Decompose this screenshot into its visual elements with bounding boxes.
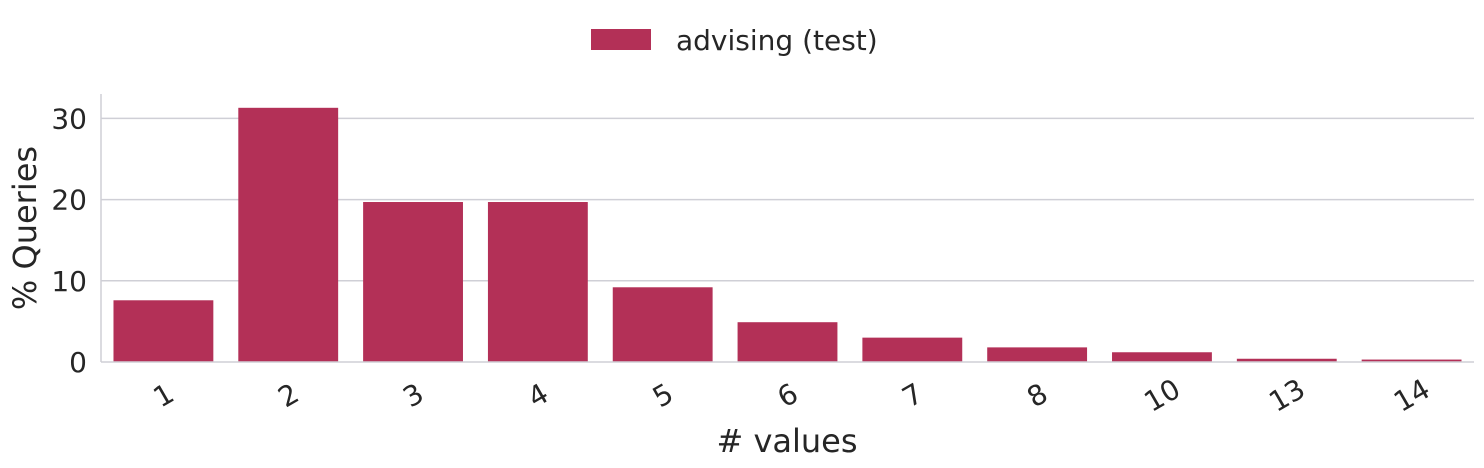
bar (238, 107, 339, 362)
x-tick-label: 7 (897, 377, 929, 414)
y-tick-label: 10 (51, 265, 87, 298)
bar (1112, 352, 1212, 362)
y-axis: 0 10 20 30 (51, 94, 102, 379)
x-tick-label: 8 (1021, 377, 1053, 414)
x-tick-label: 2 (273, 377, 305, 414)
x-tick-label: 6 (772, 377, 804, 414)
y-tick-label: 20 (51, 184, 87, 217)
bar (612, 287, 713, 362)
bar (1236, 358, 1337, 362)
x-tick-label: 10 (1139, 372, 1186, 418)
bar (737, 322, 838, 362)
y-tick-label: 30 (51, 102, 87, 135)
x-tick-label: 5 (647, 377, 679, 414)
y-axis-label: % Queries (6, 146, 44, 310)
y-tick-label: 0 (69, 346, 87, 379)
legend-label: advising (test) (676, 24, 878, 57)
legend-swatch (591, 29, 651, 50)
x-tick-label: 4 (522, 377, 554, 414)
bar (487, 202, 588, 362)
bar (1361, 359, 1462, 362)
x-tick-label: 13 (1263, 372, 1310, 418)
bar (113, 300, 214, 362)
bar (987, 347, 1088, 362)
bar (363, 202, 463, 362)
bar (862, 337, 963, 362)
legend: advising (test) (591, 24, 878, 57)
x-axis: 1 2 3 4 5 6 7 8 10 13 14 (101, 361, 1474, 419)
bars (113, 107, 1462, 362)
x-tick-label: 1 (148, 377, 180, 414)
x-tick-label: 14 (1388, 372, 1435, 418)
x-axis-label: # values (716, 422, 857, 460)
x-tick-label: 3 (397, 377, 429, 414)
